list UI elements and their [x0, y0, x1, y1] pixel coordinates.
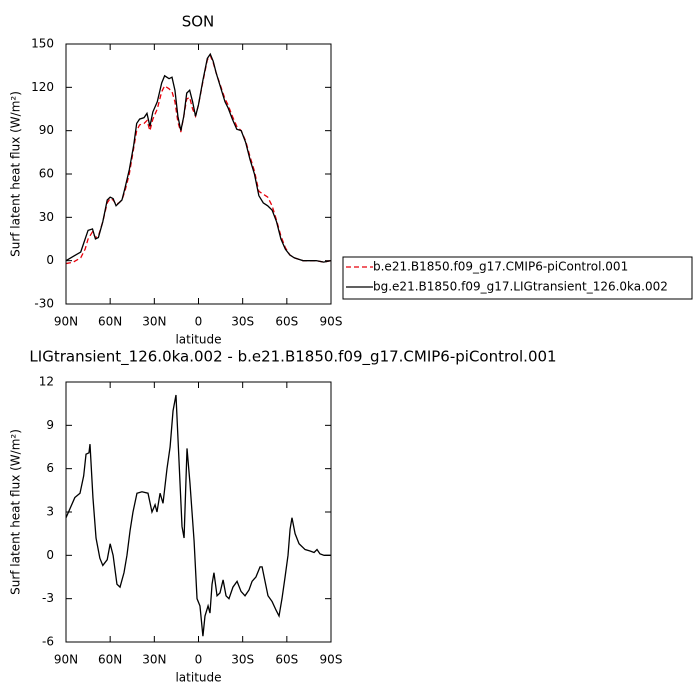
- y-axis-label: Surf latent heat flux (W/m²): [9, 91, 23, 257]
- plot-frame: [65, 43, 332, 305]
- x-tick-label: 30N: [142, 315, 166, 329]
- x-axis-label: latitude: [175, 671, 221, 685]
- legend-label: bg.e21.B1850.f09_g17.LIGtransient_126.0k…: [373, 280, 668, 294]
- x-tick-label: 60S: [275, 653, 298, 667]
- x-tick-label: 90N: [54, 653, 78, 667]
- y-tick-label: 120: [31, 80, 54, 94]
- legend-label: b.e21.B1850.f09_g17.CMIP6-piControl.001: [373, 260, 628, 274]
- y-tick-label: 9: [46, 418, 54, 432]
- x-tick-label: 0: [195, 653, 203, 667]
- plot-frame: [65, 381, 332, 643]
- y-tick-label: 6: [46, 461, 54, 475]
- x-tick-label: 0: [195, 315, 203, 329]
- x-tick-label: 60N: [98, 315, 122, 329]
- y-tick-label: 3: [46, 505, 54, 519]
- data-line: [65, 394, 331, 637]
- data-line: [65, 54, 332, 265]
- y-tick-label: 0: [46, 253, 54, 267]
- y-tick-label: 90: [39, 123, 54, 137]
- y-tick-label: 150: [31, 37, 54, 51]
- chart-title: SON: [182, 13, 215, 31]
- y-tick-label: 60: [39, 167, 54, 181]
- x-tick-label: 30S: [231, 653, 254, 667]
- y-tick-label: 0: [46, 548, 54, 562]
- chart-title: LIGtransient_126.0ka.002 - b.e21.B1850.f…: [29, 348, 556, 367]
- data-line: [65, 52, 332, 263]
- x-tick-label: 60S: [275, 315, 298, 329]
- x-tick-label: 30S: [231, 315, 254, 329]
- y-tick-label: -30: [34, 297, 54, 311]
- x-tick-label: 90N: [54, 315, 78, 329]
- y-tick-label: -6: [42, 635, 54, 649]
- y-axis-label: Surf latent heat flux (W/m²): [9, 429, 23, 595]
- y-tick-label: 12: [39, 375, 54, 389]
- legend-box: [342, 256, 693, 300]
- x-axis-label: latitude: [175, 333, 221, 347]
- x-tick-label: 60N: [98, 653, 122, 667]
- y-tick-label: 30: [39, 210, 54, 224]
- x-tick-label: 90S: [320, 315, 343, 329]
- y-tick-label: -3: [42, 591, 54, 605]
- x-tick-label: 30N: [142, 653, 166, 667]
- x-tick-label: 90S: [320, 653, 343, 667]
